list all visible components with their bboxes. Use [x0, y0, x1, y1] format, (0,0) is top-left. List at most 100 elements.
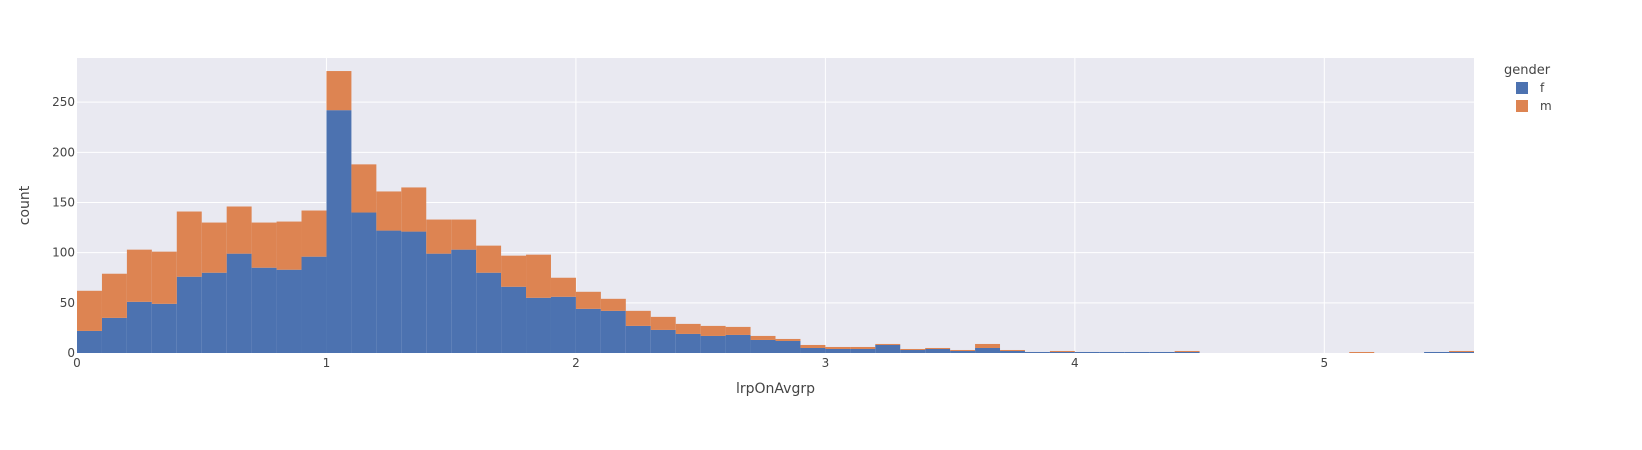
- bar-f[interactable]: [650, 329, 676, 353]
- bar-m[interactable]: [376, 191, 402, 231]
- bar-f[interactable]: [126, 301, 152, 353]
- bar-f[interactable]: [77, 330, 102, 353]
- bar-f[interactable]: [900, 349, 926, 353]
- bar-f[interactable]: [351, 212, 377, 353]
- bar-f[interactable]: [675, 333, 701, 353]
- bar-m[interactable]: [650, 316, 676, 330]
- bar-m[interactable]: [600, 298, 626, 311]
- bar-m[interactable]: [176, 211, 202, 277]
- x-axis-title: lrpOnAvgrp: [736, 381, 815, 397]
- bar-m[interactable]: [875, 343, 901, 345]
- bar-f[interactable]: [725, 334, 751, 353]
- bar-m[interactable]: [101, 273, 127, 318]
- bar-f[interactable]: [276, 269, 302, 353]
- bar-f[interactable]: [950, 350, 976, 353]
- bar-f[interactable]: [600, 310, 626, 353]
- bar-m[interactable]: [925, 347, 951, 349]
- bar-m[interactable]: [775, 338, 801, 341]
- bar-m[interactable]: [625, 310, 651, 326]
- bar-f[interactable]: [501, 286, 527, 353]
- x-tick-label: 4: [1071, 356, 1079, 370]
- bar-f[interactable]: [151, 303, 177, 353]
- bar-m[interactable]: [700, 325, 726, 336]
- bar-f[interactable]: [476, 272, 502, 353]
- bar-f[interactable]: [825, 348, 851, 353]
- bar-m[interactable]: [1174, 350, 1200, 352]
- bar-f[interactable]: [1449, 351, 1474, 353]
- bar-f[interactable]: [326, 110, 352, 353]
- bar-m[interactable]: [276, 221, 302, 270]
- bar-f[interactable]: [526, 297, 551, 353]
- bar-m[interactable]: [675, 323, 701, 334]
- bar-f[interactable]: [1024, 351, 1050, 353]
- bar-f[interactable]: [925, 348, 951, 353]
- bar-f[interactable]: [1074, 351, 1100, 353]
- bar-f[interactable]: [875, 344, 901, 353]
- bar-f[interactable]: [850, 348, 876, 353]
- bar-m[interactable]: [251, 222, 277, 268]
- bar-m[interactable]: [151, 251, 177, 304]
- x-tick-label: 1: [323, 356, 331, 370]
- bar-f[interactable]: [176, 276, 202, 353]
- bar-m[interactable]: [501, 255, 527, 287]
- bar-f[interactable]: [451, 249, 477, 353]
- bar-f[interactable]: [301, 256, 327, 353]
- bar-m[interactable]: [800, 344, 826, 348]
- bar-m[interactable]: [900, 348, 926, 350]
- bar-f[interactable]: [251, 267, 277, 353]
- bar-m[interactable]: [351, 164, 377, 213]
- bar-f[interactable]: [376, 230, 402, 353]
- bar-m[interactable]: [825, 346, 851, 349]
- bar-f[interactable]: [550, 296, 576, 353]
- legend-swatch-m[interactable]: [1516, 100, 1528, 112]
- bar-m[interactable]: [476, 245, 502, 273]
- bar-f[interactable]: [775, 340, 801, 353]
- bar-f[interactable]: [1000, 350, 1025, 353]
- bar-m[interactable]: [451, 219, 477, 250]
- bar-m[interactable]: [1449, 350, 1474, 352]
- legend-label-m[interactable]: m: [1540, 99, 1552, 113]
- bar-m[interactable]: [326, 71, 352, 111]
- bar-f[interactable]: [426, 253, 452, 353]
- bar-f[interactable]: [1049, 351, 1075, 353]
- bar-f[interactable]: [700, 335, 726, 353]
- bar-f[interactable]: [226, 253, 252, 353]
- bar-m[interactable]: [77, 290, 102, 331]
- bar-m[interactable]: [850, 346, 876, 349]
- bar-m[interactable]: [226, 206, 252, 254]
- bar-m[interactable]: [1349, 351, 1375, 353]
- x-tick-label: 3: [822, 356, 830, 370]
- bar-f[interactable]: [401, 231, 427, 353]
- bar-f[interactable]: [800, 347, 826, 353]
- y-tick-label: 250: [52, 95, 75, 109]
- bar-f[interactable]: [1099, 351, 1125, 353]
- bar-f[interactable]: [201, 272, 227, 353]
- bar-f[interactable]: [1174, 351, 1200, 353]
- bar-m[interactable]: [1049, 350, 1075, 352]
- bar-f[interactable]: [975, 347, 1001, 353]
- bar-f[interactable]: [625, 325, 651, 353]
- bar-m[interactable]: [526, 254, 551, 298]
- bar-m[interactable]: [975, 343, 1001, 348]
- bar-m[interactable]: [401, 187, 427, 232]
- bar-f[interactable]: [575, 308, 601, 353]
- bar-m[interactable]: [1000, 349, 1025, 351]
- legend-label-f[interactable]: f: [1540, 81, 1545, 95]
- bar-m[interactable]: [950, 349, 976, 351]
- bar-m[interactable]: [201, 222, 227, 273]
- bar-m[interactable]: [725, 326, 751, 335]
- bar-f[interactable]: [1124, 351, 1150, 353]
- bar-m[interactable]: [301, 210, 327, 257]
- bar-f[interactable]: [101, 317, 127, 353]
- bar-m[interactable]: [126, 249, 152, 302]
- bar-m[interactable]: [426, 219, 452, 254]
- legend-swatch-f[interactable]: [1516, 82, 1528, 94]
- bar-f[interactable]: [750, 339, 776, 353]
- bar-f[interactable]: [1149, 351, 1175, 353]
- bar-m[interactable]: [750, 335, 776, 340]
- bar-m[interactable]: [550, 277, 576, 297]
- bar-m[interactable]: [575, 291, 601, 309]
- bar-f[interactable]: [1424, 351, 1450, 353]
